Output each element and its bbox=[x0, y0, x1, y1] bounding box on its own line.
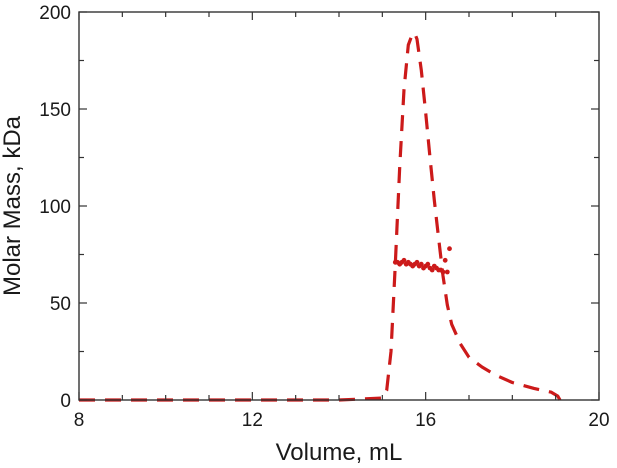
molar-mass-point bbox=[429, 267, 435, 273]
y-axis-title: Molar Mass, kDa bbox=[0, 115, 26, 296]
x-tick-label: 16 bbox=[415, 410, 436, 431]
y-tick-label: 0 bbox=[60, 391, 71, 412]
plot-area bbox=[79, 31, 562, 402]
y-tick-label: 150 bbox=[39, 100, 71, 121]
molar-mass-point bbox=[447, 246, 452, 252]
molar-mass-point bbox=[440, 269, 446, 275]
y-tick-label: 50 bbox=[50, 294, 71, 315]
molar-mass-point bbox=[414, 259, 420, 265]
y-tick-label: 200 bbox=[39, 3, 71, 24]
molar-mass-point bbox=[442, 257, 448, 263]
molar-mass-point bbox=[425, 261, 431, 267]
x-tick-label: 12 bbox=[242, 410, 263, 431]
plot-frame bbox=[78, 11, 600, 401]
concentration-trace-line bbox=[79, 31, 562, 402]
x-tick-label: 8 bbox=[74, 410, 85, 431]
molar-mass-point bbox=[444, 269, 450, 275]
molar-mass-point bbox=[418, 261, 424, 267]
y-tick-label: 100 bbox=[39, 197, 71, 218]
x-axis-title: Volume, mL bbox=[276, 439, 403, 466]
x-tick-label: 20 bbox=[588, 410, 609, 431]
molar-mass-point bbox=[401, 257, 407, 263]
